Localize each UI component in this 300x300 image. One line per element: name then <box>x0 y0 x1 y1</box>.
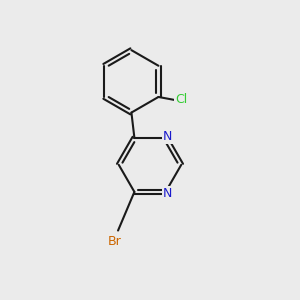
Text: Br: Br <box>108 235 122 248</box>
Text: N: N <box>163 130 172 143</box>
Text: N: N <box>163 187 172 200</box>
Text: Cl: Cl <box>175 93 188 106</box>
